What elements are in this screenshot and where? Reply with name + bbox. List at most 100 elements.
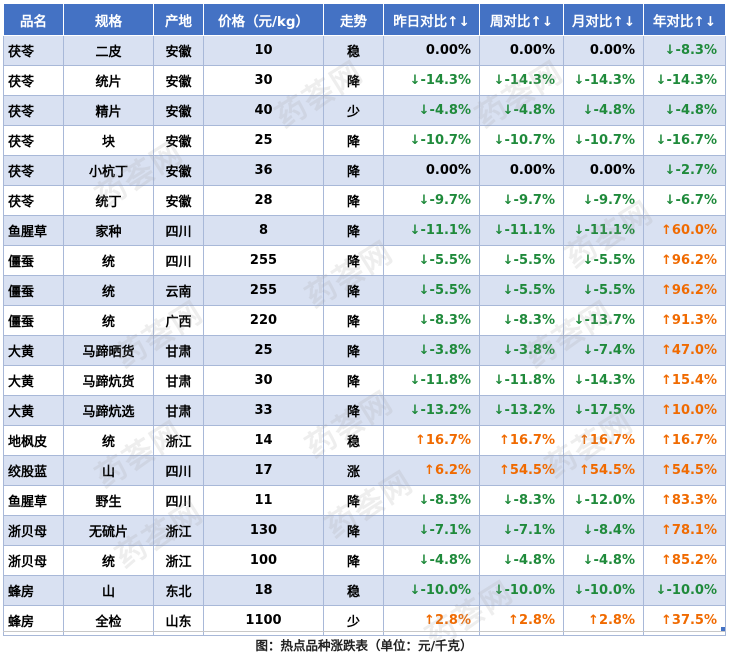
cell-origin[interactable]: 安徽: [153, 65, 204, 96]
cell-name[interactable]: 大黄: [3, 395, 64, 426]
cell-trend[interactable]: 少: [323, 605, 384, 636]
cell-spec[interactable]: 统: [63, 425, 154, 456]
cell-origin[interactable]: 四川: [153, 245, 204, 276]
cell-price[interactable]: 33: [203, 395, 324, 426]
cell-price[interactable]: 8: [203, 215, 324, 246]
cell-origin[interactable]: 安徽: [153, 125, 204, 156]
cell-price[interactable]: 17: [203, 455, 324, 486]
cell-origin[interactable]: 四川: [153, 215, 204, 246]
cell-price[interactable]: 10: [203, 35, 324, 66]
cell-day-change[interactable]: ↓-13.2%: [383, 395, 480, 426]
cell-price[interactable]: 130: [203, 515, 324, 546]
cell-year-change[interactable]: ↓-14.3%: [643, 65, 726, 96]
cell-month-change[interactable]: ↓-10.0%: [563, 575, 644, 606]
cell-day-change[interactable]: ↓-14.3%: [383, 65, 480, 96]
cell-name[interactable]: 茯苓: [3, 185, 64, 216]
cell-year-change[interactable]: ↑96.2%: [643, 245, 726, 276]
header-price[interactable]: 价格（元/kg）: [203, 3, 324, 36]
cell-origin[interactable]: 四川: [153, 455, 204, 486]
cell-day-change[interactable]: ↑6.2%: [383, 455, 480, 486]
cell-trend[interactable]: 降: [323, 335, 384, 366]
cell-week-change[interactable]: ↓-13.2%: [479, 395, 564, 426]
cell-spec[interactable]: 统: [63, 305, 154, 336]
cell-day-change[interactable]: ↓-5.5%: [383, 275, 480, 306]
cell-week-change[interactable]: ↑2.8%: [479, 605, 564, 636]
cell-year-change[interactable]: ↑96.2%: [643, 275, 726, 306]
cell-month-change[interactable]: ↓-14.3%: [563, 65, 644, 96]
cell-week-change[interactable]: ↓-10.7%: [479, 125, 564, 156]
cell-price[interactable]: 40: [203, 95, 324, 126]
cell-week-change[interactable]: ↓-9.7%: [479, 185, 564, 216]
cell-name[interactable]: 蜂房: [3, 575, 64, 606]
cell-name[interactable]: 大黄: [3, 335, 64, 366]
cell-week-change[interactable]: ↓-14.3%: [479, 65, 564, 96]
cell-week-change[interactable]: ↓-8.3%: [479, 485, 564, 516]
cell-origin[interactable]: 安徽: [153, 155, 204, 186]
cell-origin[interactable]: 四川: [153, 485, 204, 516]
cell-day-change[interactable]: ↓-8.3%: [383, 485, 480, 516]
cell-trend[interactable]: 降: [323, 245, 384, 276]
cell-spec[interactable]: 统丁: [63, 185, 154, 216]
cell-trend[interactable]: 降: [323, 545, 384, 576]
cell-price[interactable]: 220: [203, 305, 324, 336]
cell-month-change[interactable]: ↑16.7%: [563, 425, 644, 456]
cell-trend[interactable]: 降: [323, 275, 384, 306]
cell-price[interactable]: 11: [203, 485, 324, 516]
cell-spec[interactable]: 山: [63, 575, 154, 606]
header-name[interactable]: 品名: [3, 3, 64, 36]
cell-year-change[interactable]: ↑15.4%: [643, 365, 726, 396]
cell-year-change[interactable]: ↑10.0%: [643, 395, 726, 426]
cell-year-change[interactable]: ↑78.1%: [643, 515, 726, 546]
cell-spec[interactable]: 无硫片: [63, 515, 154, 546]
cell-day-change[interactable]: ↓-8.3%: [383, 305, 480, 336]
cell-year-change[interactable]: ↓-8.3%: [643, 35, 726, 66]
cell-trend[interactable]: 降: [323, 485, 384, 516]
cell-origin[interactable]: 安徽: [153, 95, 204, 126]
cell-day-change[interactable]: 0.00%: [383, 35, 480, 66]
cell-year-change[interactable]: ↑83.3%: [643, 485, 726, 516]
cell-week-change[interactable]: ↓-5.5%: [479, 245, 564, 276]
cell-name[interactable]: 大黄: [3, 365, 64, 396]
cell-name[interactable]: 蜂房: [3, 605, 64, 636]
header-month-change[interactable]: 月对比↑↓: [563, 3, 644, 36]
cell-month-change[interactable]: ↑2.8%: [563, 605, 644, 636]
cell-origin[interactable]: 浙江: [153, 545, 204, 576]
header-year-change[interactable]: 年对比↑↓: [643, 3, 726, 36]
cell-week-change[interactable]: ↓-3.8%: [479, 335, 564, 366]
cell-month-change[interactable]: ↓-5.5%: [563, 275, 644, 306]
cell-year-change[interactable]: ↑37.5%: [643, 605, 726, 636]
cell-spec[interactable]: 精片: [63, 95, 154, 126]
cell-month-change[interactable]: ↓-14.3%: [563, 365, 644, 396]
cell-day-change[interactable]: ↓-10.0%: [383, 575, 480, 606]
cell-price[interactable]: 30: [203, 65, 324, 96]
cell-name[interactable]: 鱼腥草: [3, 485, 64, 516]
cell-week-change[interactable]: ↓-4.8%: [479, 545, 564, 576]
cell-day-change[interactable]: ↓-7.1%: [383, 515, 480, 546]
cell-price[interactable]: 1100: [203, 605, 324, 636]
cell-day-change[interactable]: ↓-10.7%: [383, 125, 480, 156]
cell-trend[interactable]: 降: [323, 65, 384, 96]
cell-price[interactable]: 255: [203, 245, 324, 276]
cell-week-change[interactable]: ↓-4.8%: [479, 95, 564, 126]
cell-name[interactable]: 茯苓: [3, 125, 64, 156]
header-spec[interactable]: 规格: [63, 3, 154, 36]
cell-day-change[interactable]: ↓-4.8%: [383, 545, 480, 576]
cell-day-change[interactable]: ↓-3.8%: [383, 335, 480, 366]
cell-week-change[interactable]: 0.00%: [479, 35, 564, 66]
cell-year-change[interactable]: ↑54.5%: [643, 455, 726, 486]
cell-trend[interactable]: 降: [323, 155, 384, 186]
cell-trend[interactable]: 降: [323, 215, 384, 246]
cell-price[interactable]: 28: [203, 185, 324, 216]
cell-day-change[interactable]: ↑16.7%: [383, 425, 480, 456]
cell-price[interactable]: 100: [203, 545, 324, 576]
cell-trend[interactable]: 稳: [323, 425, 384, 456]
cell-week-change[interactable]: ↓-8.3%: [479, 305, 564, 336]
cell-spec[interactable]: 统: [63, 245, 154, 276]
cell-year-change[interactable]: ↓-10.0%: [643, 575, 726, 606]
cell-price[interactable]: 25: [203, 125, 324, 156]
cell-spec[interactable]: 野生: [63, 485, 154, 516]
header-week-change[interactable]: 周对比↑↓: [479, 3, 564, 36]
cell-week-change[interactable]: ↓-11.8%: [479, 365, 564, 396]
cell-day-change[interactable]: ↓-9.7%: [383, 185, 480, 216]
cell-trend[interactable]: 降: [323, 515, 384, 546]
